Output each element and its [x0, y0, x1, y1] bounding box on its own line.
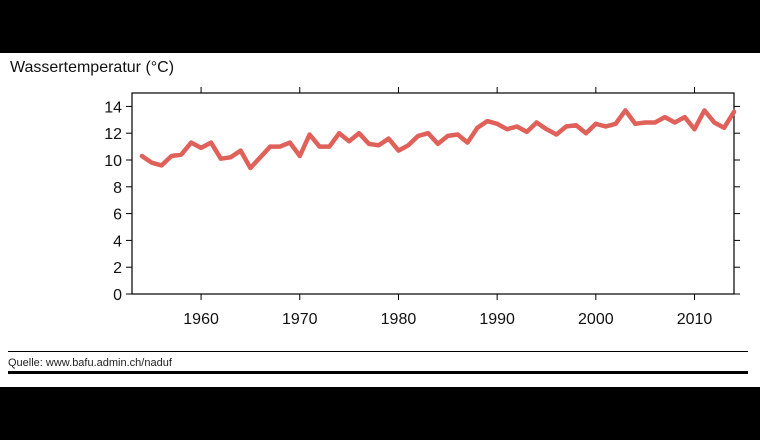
y-tick-label: 10	[104, 153, 122, 170]
y-tick-label: 2	[113, 260, 122, 277]
chart-panel: Wassertemperatur (°C) 0 2 4 6 8 10 12 14 1960 197…	[0, 53, 760, 387]
x-tick-label: 2010	[677, 311, 713, 328]
y-tick-label: 8	[113, 180, 122, 197]
source-note: Quelle: www.bafu.admin.ch/naduf	[8, 357, 172, 369]
y-tick-label: 0	[113, 287, 122, 304]
x-tick-label: 1960	[183, 311, 219, 328]
y-axis-title: Wassertemperatur (°C)	[10, 59, 175, 76]
source-top-divider	[8, 351, 748, 352]
x-tick-label: 1990	[479, 311, 515, 328]
x-tick-label: 2000	[578, 311, 614, 328]
y-tick-label: 12	[104, 126, 122, 143]
y-tick-label: 4	[113, 233, 122, 250]
bottom-divider	[8, 371, 748, 374]
series-line	[139, 108, 737, 171]
y-tick-label: 14	[104, 99, 122, 116]
x-tick-label: 1970	[282, 311, 318, 328]
line-chart: 0 2 4 6 8 10 12 14 1960 1970 1980 1990 2000 2010	[104, 87, 740, 328]
plot-frame	[131, 92, 735, 295]
y-tick-label: 6	[113, 207, 122, 224]
x-tick-label: 1980	[381, 311, 417, 328]
